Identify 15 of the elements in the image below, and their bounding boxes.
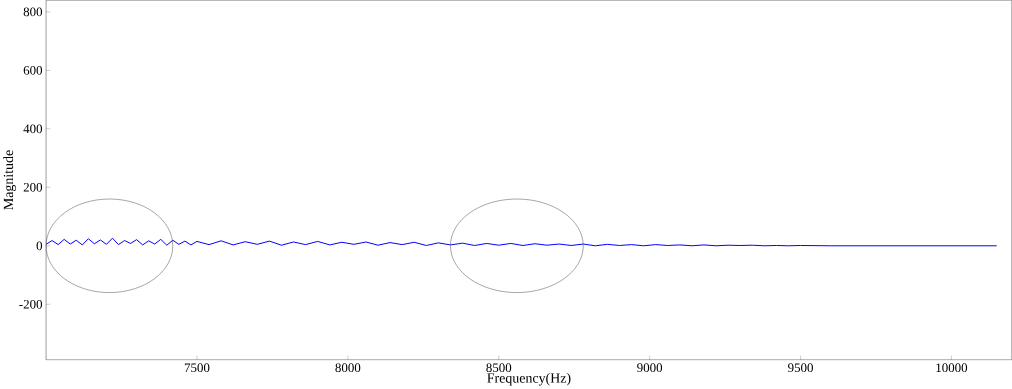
x-tick-label: 8500 <box>486 363 512 373</box>
y-axis-title: Magnitude <box>3 150 16 210</box>
y-tick-label: 600 <box>23 66 43 75</box>
x-axis-title: Frequency(Hz) <box>487 372 571 386</box>
y-tick-label: 400 <box>23 124 43 134</box>
x-tick-label: 10000 <box>936 363 968 373</box>
x-tick-label: 9500 <box>788 363 813 373</box>
y-tick-label: 800 <box>23 7 43 17</box>
line-series <box>45 237 998 247</box>
y-tick-label: -200 <box>19 299 43 309</box>
y-tick-label: 0 <box>36 241 43 251</box>
x-tick-label: 7500 <box>184 363 210 373</box>
y-tick-label: 200 <box>23 183 43 192</box>
x-tick-label: 8000 <box>335 363 361 373</box>
x-tick-label: 9000 <box>637 363 663 373</box>
